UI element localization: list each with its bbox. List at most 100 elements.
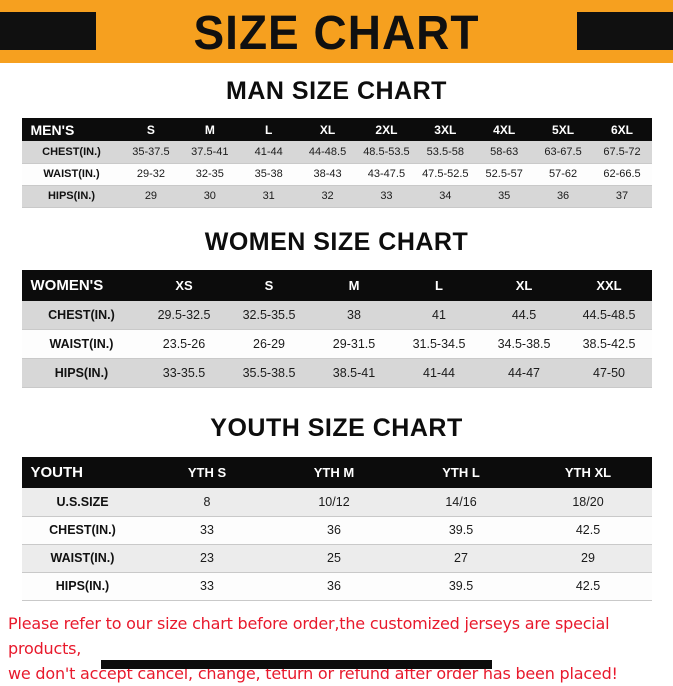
value-cell: 29.5-32.5 — [141, 300, 227, 330]
row-label-cell: HIPS(IN.) — [21, 185, 122, 208]
value-cell: 27 — [397, 544, 525, 573]
value-cell: 38.5-41 — [311, 358, 397, 388]
women-size-header-cell: XL — [481, 269, 567, 301]
value-cell: 32.5-35.5 — [226, 300, 312, 330]
value-cell: 10/12 — [270, 488, 398, 517]
row-label-cell: CHEST(IN.) — [21, 141, 122, 164]
row-label-cell: U.S.SIZE — [21, 488, 144, 517]
value-cell: 35-37.5 — [121, 141, 181, 164]
row-label-cell: WAIST(IN.) — [21, 163, 122, 186]
value-cell: 29-32 — [121, 163, 181, 186]
value-cell: 8 — [143, 488, 271, 517]
value-cell: 25 — [270, 544, 398, 573]
row-label-cell: HIPS(IN.) — [21, 358, 142, 388]
women-row-waist-in: WAIST(IN.) 23.5-26 26-29 29-31.5 31.5-34.5 34… — [21, 329, 652, 359]
row-label-cell: CHEST(IN.) — [21, 516, 144, 545]
bottom-black-bar — [101, 660, 492, 669]
value-cell: 33 — [143, 572, 271, 601]
youth-row-chest-in: CHEST(IN.) 33 36 39.5 42.5 — [21, 516, 652, 545]
value-cell: 44.5-48.5 — [566, 300, 652, 330]
row-label-cell: HIPS(IN.) — [21, 572, 144, 601]
men-row-chest-in: CHEST(IN.) 35-37.5 37.5-41 41-44 44-48.5 48.5… — [21, 141, 652, 164]
value-cell: 47-50 — [566, 358, 652, 388]
value-cell: 44-48.5 — [298, 141, 357, 164]
value-cell: 36 — [533, 185, 593, 208]
value-cell: 67.5-72 — [592, 141, 652, 164]
value-cell: 48.5-53.5 — [357, 141, 416, 164]
value-cell: 26-29 — [226, 329, 312, 359]
footer-note: Please refer to our size chart before or… — [0, 611, 673, 686]
men-size-header-cell: 2XL — [357, 118, 416, 141]
value-cell: 33 — [357, 185, 416, 208]
value-cell: 44-47 — [481, 358, 567, 388]
women-size-header-cell: XXL — [566, 269, 652, 301]
value-cell: 33-35.5 — [141, 358, 227, 388]
youth-table-title-cell: YOUTH — [21, 457, 144, 488]
value-cell: 42.5 — [524, 516, 652, 545]
value-cell: 63-67.5 — [533, 141, 593, 164]
value-cell: 43-47.5 — [357, 163, 416, 186]
women-size-header-cell: M — [311, 269, 397, 301]
value-cell: 23 — [143, 544, 271, 573]
value-cell: 39.5 — [397, 516, 525, 545]
women-size-header-cell: S — [226, 269, 312, 301]
value-cell: 32-35 — [180, 163, 240, 186]
page-title: SIZE CHART — [193, 4, 480, 59]
men-size-header-cell: 4XL — [474, 118, 534, 141]
value-cell: 39.5 — [397, 572, 525, 601]
value-cell: 30 — [180, 185, 240, 208]
value-cell: 34 — [415, 185, 475, 208]
footer-note-line-1: Please refer to our size chart before or… — [8, 613, 610, 658]
value-cell: 34.5-38.5 — [481, 329, 567, 359]
women-size-header-cell: L — [396, 269, 482, 301]
value-cell: 18/20 — [524, 488, 652, 517]
value-cell: 38.5-42.5 — [566, 329, 652, 359]
value-cell: 47.5-52.5 — [415, 163, 475, 186]
men-size-header-cell: L — [239, 118, 299, 141]
men-header-row: MEN'S S M L XL 2XL 3XL 4XL 5XL 6XL — [21, 118, 652, 141]
youth-size-table: YOUTH YTH S YTH M YTH L YTH XL U.S.SIZE 8 10/12… — [21, 457, 652, 601]
women-table-title-cell: WOMEN'S — [21, 269, 142, 301]
value-cell: 41 — [396, 300, 482, 330]
value-cell: 53.5-58 — [415, 141, 475, 164]
women-size-table: WOMEN'S XS S M L XL XXL CHEST(IN.) 29.5-32.5 32.5… — [21, 269, 652, 388]
value-cell: 14/16 — [397, 488, 525, 517]
women-size-chart-section: WOMEN SIZE CHART WOMEN'S XS S M L XL XXL CHEST(I… — [0, 228, 673, 388]
value-cell: 57-62 — [533, 163, 593, 186]
value-cell: 35-38 — [239, 163, 299, 186]
banner-left-black-bar — [0, 12, 96, 50]
youth-size-header-cell: YTH M — [270, 457, 398, 488]
youth-section-heading: YOUTH SIZE CHART — [210, 414, 463, 442]
men-size-header-cell: M — [180, 118, 240, 141]
value-cell: 32 — [298, 185, 357, 208]
men-size-header-cell: S — [121, 118, 181, 141]
value-cell: 29-31.5 — [311, 329, 397, 359]
row-label-cell: WAIST(IN.) — [21, 329, 142, 359]
banner: SIZE CHART — [0, 0, 673, 63]
women-row-hips-in: HIPS(IN.) 33-35.5 35.5-38.5 38.5-41 41-44 44-… — [21, 358, 652, 388]
value-cell: 41-44 — [239, 141, 299, 164]
value-cell: 38 — [311, 300, 397, 330]
youth-size-header-cell: YTH S — [143, 457, 271, 488]
value-cell: 41-44 — [396, 358, 482, 388]
women-size-header-cell: XS — [141, 269, 227, 301]
men-size-chart-section: MAN SIZE CHART MEN'S S M L XL 2XL 3XL 4XL 5XL 6XL C… — [0, 77, 673, 208]
value-cell: 36 — [270, 516, 398, 545]
value-cell: 44.5 — [481, 300, 567, 330]
men-section-heading: MAN SIZE CHART — [226, 77, 447, 105]
size-chart-sections: MAN SIZE CHART MEN'S S M L XL 2XL 3XL 4XL 5XL 6XL C… — [0, 77, 673, 601]
youth-row-hips-in: HIPS(IN.) 33 36 39.5 42.5 — [21, 572, 652, 601]
youth-row-u-s-size: U.S.SIZE 8 10/12 14/16 18/20 — [21, 488, 652, 517]
value-cell: 31.5-34.5 — [396, 329, 482, 359]
value-cell: 37 — [592, 185, 652, 208]
value-cell: 29 — [121, 185, 181, 208]
men-row-hips-in: HIPS(IN.) 29 30 31 32 33 34 35 36 37 — [21, 185, 652, 208]
men-table-title-cell: MEN'S — [21, 118, 122, 141]
value-cell: 42.5 — [524, 572, 652, 601]
value-cell: 58-63 — [474, 141, 534, 164]
value-cell: 62-66.5 — [592, 163, 652, 186]
value-cell: 35 — [474, 185, 534, 208]
youth-row-waist-in: WAIST(IN.) 23 25 27 29 — [21, 544, 652, 573]
value-cell: 33 — [143, 516, 271, 545]
